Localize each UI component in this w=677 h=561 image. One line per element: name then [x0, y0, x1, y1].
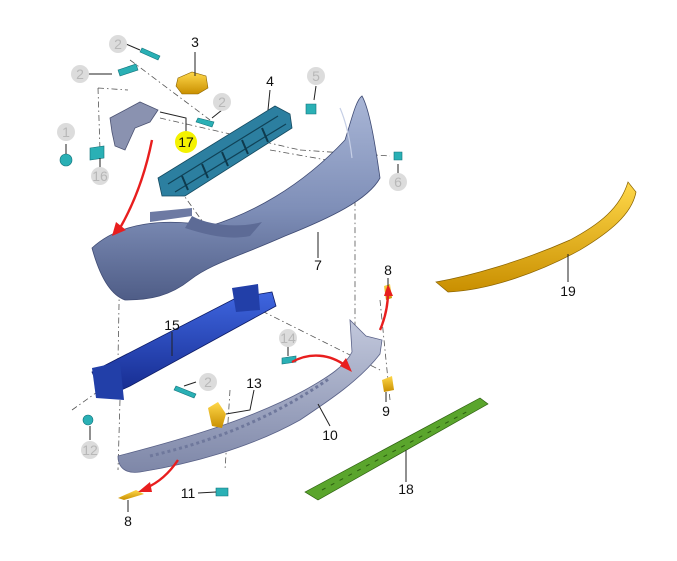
callout-n15: 15 — [164, 317, 180, 333]
bumper-cover — [91, 95, 381, 301]
svg-text:1: 1 — [62, 124, 70, 140]
callout-n18: 18 — [398, 481, 414, 497]
callout-c5: 5 — [307, 67, 325, 85]
callout-n9: 9 — [382, 403, 390, 419]
callout-n19: 19 — [560, 283, 576, 299]
callout-n3: 3 — [191, 34, 199, 50]
callout-n4: 4 — [266, 73, 274, 89]
callout-c2c: 2 — [213, 93, 231, 111]
callout-n10: 10 — [322, 427, 338, 443]
svg-text:2: 2 — [218, 94, 226, 110]
svg-text:16: 16 — [92, 168, 108, 184]
callout-n8a: 8 — [384, 262, 392, 278]
side-bracket-17 — [109, 101, 159, 151]
svg-text:5: 5 — [312, 68, 320, 84]
callout-n11: 11 — [181, 485, 196, 501]
callout-n17: 17 — [175, 131, 197, 153]
callout-n13: 13 — [246, 375, 262, 391]
callout-c1: 1 — [57, 123, 75, 141]
svg-text:6: 6 — [394, 174, 402, 190]
svg-text:12: 12 — [82, 442, 98, 458]
svg-text:14: 14 — [280, 330, 296, 346]
callout-c6: 6 — [389, 173, 407, 191]
callout-n8b: 8 — [124, 513, 132, 529]
leader-lines — [65, 43, 569, 512]
callout-c16: 16 — [91, 167, 109, 185]
callout-c2b: 2 — [71, 65, 89, 83]
energy-absorber — [157, 105, 293, 197]
callout-c2a: 2 — [109, 35, 127, 53]
svg-text:2: 2 — [76, 66, 84, 82]
callout-c14: 14 — [279, 329, 297, 347]
callout-n7: 7 — [314, 257, 322, 273]
reinforcement-bar — [91, 284, 277, 400]
svg-text:2: 2 — [204, 374, 212, 390]
callout-c12: 12 — [81, 441, 99, 459]
fasteners — [59, 47, 403, 497]
svg-text:2: 2 — [114, 36, 122, 52]
callout-c2d: 2 — [199, 373, 217, 391]
part-callouts: 2 2 2 2 1 16 5 6 14 12 3 4 17 7 8 19 15 … — [57, 34, 576, 529]
green-strip-18 — [304, 397, 489, 501]
lower-diffuser — [117, 318, 383, 473]
gold-trim-strip-19 — [435, 181, 637, 293]
assembly-arrows — [112, 139, 393, 492]
upper-bracket-3 — [175, 71, 209, 95]
svg-text:17: 17 — [178, 134, 194, 150]
